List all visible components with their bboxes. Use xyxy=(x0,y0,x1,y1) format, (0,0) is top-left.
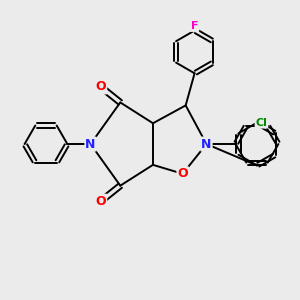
Text: F: F xyxy=(191,21,198,31)
Text: O: O xyxy=(96,80,106,94)
Text: O: O xyxy=(96,195,106,208)
Text: N: N xyxy=(201,138,212,151)
Text: N: N xyxy=(85,138,96,151)
Text: O: O xyxy=(177,167,188,180)
Text: Cl: Cl xyxy=(256,118,267,128)
